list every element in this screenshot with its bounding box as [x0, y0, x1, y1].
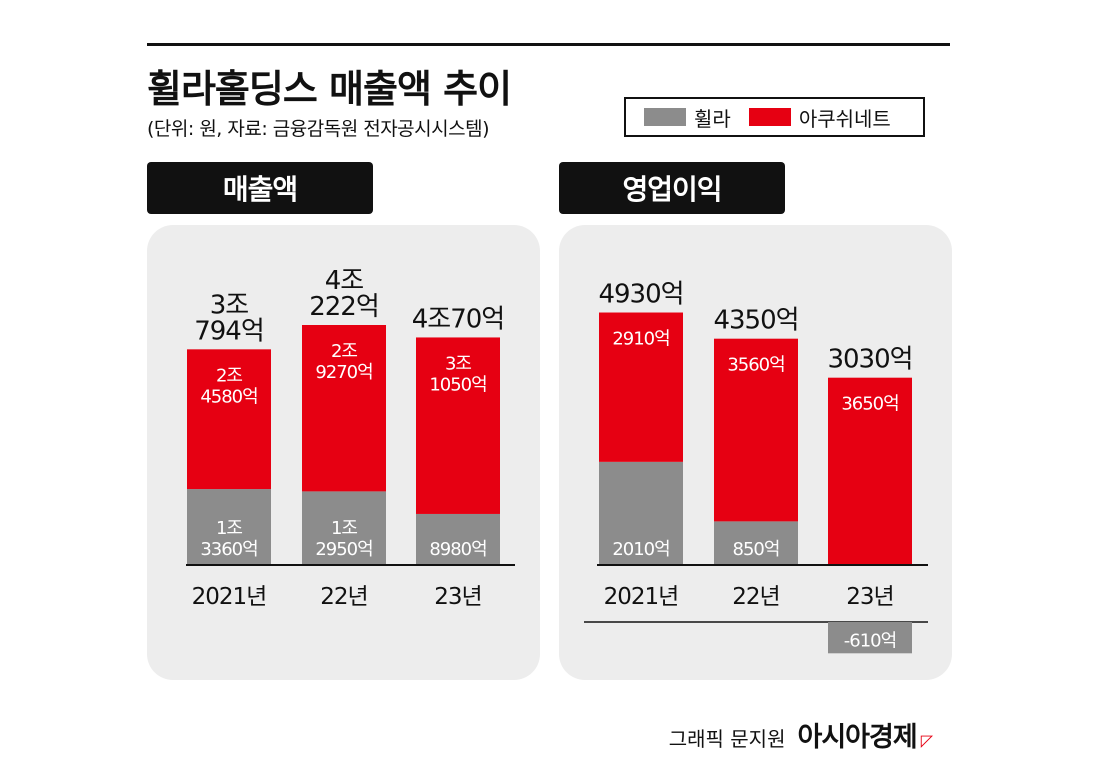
revenue-bar-fila-2 — [416, 513, 500, 565]
legend: 휠라 아쿠쉬네트 — [624, 97, 925, 137]
revenue-category-label-0: 2021년 — [192, 584, 267, 610]
credit: 그래픽 문지원 아시아경제 ◸ — [669, 715, 933, 754]
revenue-label-acushnet-1: 2조 9270억 — [315, 341, 372, 383]
profit-label-acushnet-1: 3560억 — [727, 355, 784, 376]
revenue-bar-fila-1 — [302, 491, 386, 565]
profit-bar-fila-2 — [828, 622, 912, 654]
revenue-label-fila-2: 8980억 — [429, 539, 486, 560]
revenue-total-label-1: 4조 222억 — [309, 266, 379, 322]
legend-swatch-acushnet — [748, 108, 791, 126]
revenue-label-acushnet-0: 2조 4580억 — [200, 365, 257, 407]
revenue-label-fila-0: 1조 3360억 — [200, 518, 257, 560]
chart-subtitle: (단위: 원, 자료: 금융감독원 전자공시시스템) — [147, 118, 490, 140]
revenue-bar-acushnet-2 — [416, 337, 500, 514]
profit-category-label-2: 23년 — [846, 584, 893, 610]
profit-label-acushnet-0: 2910억 — [612, 329, 669, 350]
revenue-label-acushnet-2: 3조 1050억 — [429, 353, 486, 395]
profit-bar-acushnet-1 — [714, 338, 798, 522]
profit-bar-fila-0 — [599, 461, 683, 565]
revenue-total-label-0: 3조 794억 — [194, 290, 264, 346]
brand-mark-icon: ◸ — [920, 731, 933, 750]
section-label-revenue: 매출액 — [147, 162, 373, 214]
profit-bar-acushnet-0 — [599, 312, 683, 462]
legend-item-fila: 휠라 — [644, 103, 731, 132]
revenue-total-label-2: 4조70억 — [412, 304, 504, 334]
revenue-bar-acushnet-1 — [302, 325, 386, 492]
profit-label-fila-1: 850억 — [733, 539, 780, 560]
profit-category-label-0: 2021년 — [604, 584, 679, 610]
credit-brand: 아시아경제 — [797, 722, 917, 753]
profit-bar-acushnet-2 — [828, 377, 912, 565]
legend-item-acushnet: 아쿠쉬네트 — [748, 103, 891, 132]
section-label-operating-profit: 영업이익 — [559, 162, 785, 214]
revenue-category-label-1: 22년 — [320, 584, 367, 610]
profit-total-label-0: 4930억 — [598, 280, 683, 310]
chart-title: 휠라홀딩스 매출액 추이 — [147, 67, 512, 111]
profit-label-acushnet-2: 3650억 — [841, 394, 898, 415]
profit-category-label-1: 22년 — [732, 584, 779, 610]
revenue-bar-acushnet-0 — [187, 349, 271, 490]
profit-label-fila-2: -610억 — [844, 630, 896, 651]
legend-label-fila: 휠라 — [694, 106, 731, 131]
revenue-category-label-2: 23년 — [434, 584, 481, 610]
profit-total-label-1: 4350억 — [713, 306, 798, 336]
profit-total-label-2: 3030억 — [827, 345, 912, 375]
credit-prefix: 그래픽 문지원 — [668, 727, 786, 751]
legend-label-acushnet: 아쿠쉬네트 — [798, 106, 891, 131]
revenue-bar-fila-0 — [187, 489, 271, 565]
legend-swatch-fila — [644, 108, 686, 126]
top-rule — [147, 43, 950, 46]
revenue-label-fila-1: 1조 2950억 — [315, 518, 372, 560]
profit-bar-fila-1 — [714, 521, 798, 565]
profit-label-fila-0: 2010억 — [612, 539, 669, 560]
